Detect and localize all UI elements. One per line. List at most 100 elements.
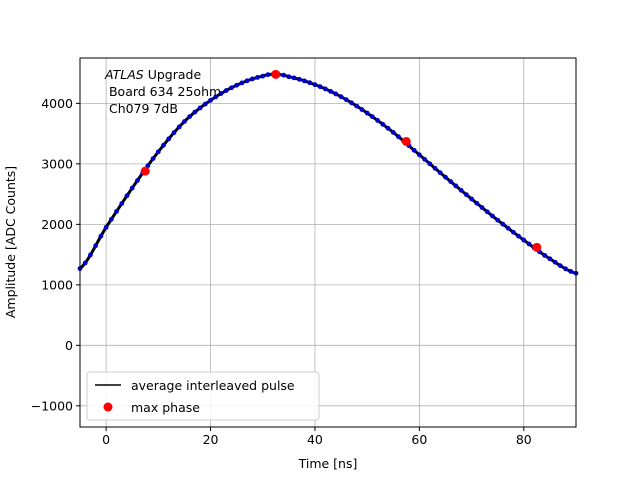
sample-point — [479, 205, 485, 210]
sample-point — [490, 213, 495, 219]
x-tick-label: 0 — [102, 432, 110, 447]
sample-point — [343, 97, 349, 103]
x-tick-label: 60 — [411, 432, 427, 447]
sample-point — [124, 193, 130, 199]
sample-point — [463, 192, 469, 198]
sample-point — [338, 94, 344, 100]
sample-point — [563, 266, 568, 272]
sample-point — [443, 174, 448, 180]
annotation-italic: ATLAS — [104, 67, 144, 82]
annotation-line-2: Board 634 25ohm — [105, 84, 221, 99]
sample-point — [119, 201, 125, 206]
sample-point — [307, 80, 313, 86]
x-tick-label: 40 — [307, 432, 323, 447]
sample-point — [385, 125, 391, 131]
sample-point — [552, 259, 558, 265]
max-phase-point — [271, 69, 281, 79]
sample-point — [218, 91, 224, 96]
sample-point — [182, 119, 187, 124]
x-tick-label: 80 — [516, 432, 532, 447]
sample-point — [458, 187, 464, 193]
sample-point — [255, 75, 260, 80]
sample-point — [223, 88, 229, 93]
annotation-line-1: ATLAS Upgrade — [104, 67, 201, 82]
legend-marker-swatch — [103, 402, 113, 412]
sample-point — [557, 263, 563, 269]
sample-point — [202, 101, 208, 107]
sample-point — [213, 94, 219, 100]
sample-point — [281, 72, 287, 78]
sample-point — [176, 124, 182, 130]
sample-point — [229, 85, 234, 91]
sample-point — [98, 233, 104, 239]
y-tick-label: 3000 — [41, 156, 73, 171]
sample-point — [437, 170, 443, 176]
sample-point — [526, 241, 532, 247]
x-axis-ticks: 0 20 40 60 80 — [102, 427, 532, 447]
sample-point — [333, 91, 339, 97]
max-phase-layer — [140, 69, 542, 252]
sample-point — [422, 156, 427, 162]
grid — [80, 58, 576, 427]
sample-point — [150, 156, 156, 161]
sample-point — [260, 73, 266, 79]
sample-point — [155, 149, 161, 155]
sample-point — [380, 121, 386, 127]
annotation-rest: Upgrade — [144, 67, 202, 82]
sample-point — [484, 209, 490, 215]
sample-point — [208, 97, 213, 103]
y-tick-label: −1000 — [31, 398, 73, 413]
sample-point — [171, 130, 177, 136]
sample-point — [432, 165, 438, 171]
sample-point — [390, 130, 396, 135]
x-tick-label: 20 — [203, 432, 219, 447]
sample-point — [416, 152, 422, 158]
sample-point — [500, 221, 506, 227]
legend-label-average: average interleaved pulse — [131, 378, 295, 393]
sample-point — [234, 82, 240, 88]
sample-point — [291, 75, 297, 81]
sample-point — [547, 256, 553, 262]
sample-point — [108, 216, 114, 222]
legend-box — [86, 371, 320, 421]
sample-point — [317, 84, 323, 90]
sample-point — [396, 134, 401, 140]
sample-point — [568, 269, 574, 274]
plot-frame — [79, 57, 577, 428]
y-axis-label: Amplitude [ADC Counts] — [3, 166, 18, 318]
sample-point — [369, 114, 375, 120]
sample-point — [296, 76, 302, 82]
sample-point — [516, 233, 521, 239]
sample-point — [93, 243, 99, 249]
sample-point — [469, 196, 474, 202]
sample-point — [364, 110, 370, 116]
sample-point — [302, 78, 307, 84]
sample-point — [411, 147, 417, 153]
sample-point — [286, 74, 292, 80]
legend: average interleaved pulse max phase — [86, 371, 320, 421]
sample-point — [249, 76, 255, 82]
sample-point — [161, 142, 166, 148]
sample-point — [88, 252, 93, 258]
sample-point — [192, 109, 198, 115]
sample-point — [453, 183, 459, 189]
sample-point — [244, 78, 250, 84]
max-phase-point — [401, 136, 411, 146]
sample-point — [82, 260, 88, 266]
sample-point — [114, 208, 119, 214]
sample-point — [166, 136, 172, 142]
sample-point — [322, 86, 328, 92]
max-phase-point — [532, 242, 542, 252]
sample-point — [197, 105, 203, 111]
sample-point — [359, 107, 365, 112]
y-tick-label: 0 — [65, 338, 73, 353]
sample-point — [510, 229, 516, 235]
x-axis-label: Time [ns] — [298, 456, 358, 471]
sample-point — [448, 179, 454, 184]
annotation-line-3: Ch079 7dB — [105, 101, 178, 116]
y-tick-label: 4000 — [41, 96, 73, 111]
sample-point — [505, 225, 511, 231]
sample-point — [239, 80, 245, 86]
sample-point — [354, 103, 360, 109]
